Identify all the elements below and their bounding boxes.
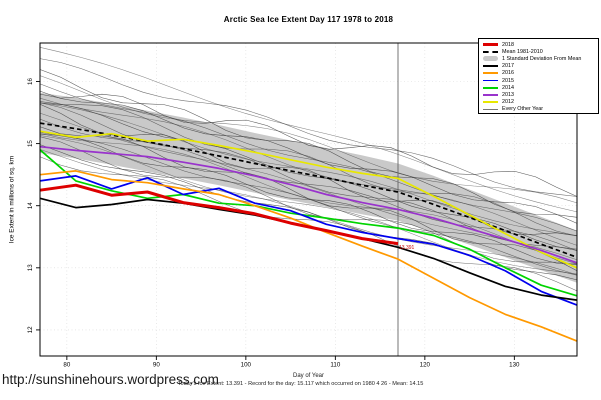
legend-label: Mean 1981-2010 bbox=[502, 48, 543, 55]
legend-item-every-other-year: Every Other Year bbox=[483, 106, 598, 113]
x-tick-label: 80 bbox=[63, 362, 70, 369]
footer-stats: Today's Ice Extent: 13.391 - Record for … bbox=[177, 381, 424, 387]
legend-item-1-standard-deviation-from-mean: 1 Standard Deviation From Mean bbox=[483, 55, 598, 62]
legend-swatch-icon bbox=[483, 86, 498, 89]
legend-label: Every Other Year bbox=[502, 106, 544, 113]
x-tick-label: 130 bbox=[509, 362, 520, 369]
legend-label: 2018 bbox=[502, 41, 514, 48]
background-year-line bbox=[39, 132, 578, 276]
legend-item-2012: 2012 bbox=[483, 99, 598, 106]
series-line-2018 bbox=[39, 183, 399, 246]
legend-swatch-icon bbox=[483, 50, 498, 53]
background-year-line bbox=[39, 102, 578, 236]
legend-item-2018: 2018 bbox=[483, 41, 598, 48]
y-tick-label: 14 bbox=[27, 202, 34, 209]
background-year-line bbox=[39, 112, 578, 260]
current-extent-annotation: 13.391 bbox=[399, 245, 415, 251]
x-axis-label: Day of Year bbox=[292, 373, 325, 379]
legend-label: 2017 bbox=[502, 63, 514, 70]
legend-swatch-icon bbox=[483, 72, 498, 75]
background-year-line bbox=[39, 136, 578, 265]
chart-legend: 2018 Mean 1981-2010 1 Standard Deviation F… bbox=[478, 38, 599, 114]
legend-item-mean-1981-2010: Mean 1981-2010 bbox=[483, 48, 598, 55]
background-year-line bbox=[39, 83, 578, 232]
y-tick-label: 16 bbox=[27, 78, 34, 85]
background-year-line bbox=[39, 58, 578, 197]
legend-item-2017: 2017 bbox=[483, 63, 598, 70]
series-line-2015 bbox=[39, 175, 578, 306]
background-year-line bbox=[39, 135, 578, 275]
y-axis-label: Ice Extent in millions of sq. km bbox=[8, 155, 16, 244]
legend-item-2016: 2016 bbox=[483, 70, 598, 77]
legend-item-2013: 2013 bbox=[483, 91, 598, 98]
legend-swatch-icon bbox=[483, 56, 498, 62]
legend-swatch-icon bbox=[483, 108, 498, 110]
legend-label: 2012 bbox=[502, 99, 514, 106]
chart-title: Arctic Sea Ice Extent Day 117 1978 to 20… bbox=[223, 15, 394, 24]
background-year-line bbox=[39, 97, 578, 246]
x-tick-label: 90 bbox=[153, 362, 160, 369]
legend-swatch-icon bbox=[483, 65, 498, 68]
background-year-line bbox=[39, 75, 578, 204]
legend-swatch-icon bbox=[483, 94, 498, 96]
x-tick-label: 100 bbox=[241, 362, 252, 369]
y-tick-label: 13 bbox=[27, 264, 34, 271]
x-tick-label: 120 bbox=[420, 362, 431, 369]
background-year-line bbox=[39, 118, 578, 251]
background-year-line bbox=[39, 156, 578, 292]
background-year-line bbox=[39, 69, 578, 218]
background-year-line bbox=[39, 133, 578, 265]
series-line-2016 bbox=[39, 170, 578, 342]
site-url-watermark: http://sunshinehours.wordpress.com bbox=[2, 372, 219, 387]
legend-swatch-icon bbox=[483, 43, 498, 47]
background-year-line bbox=[39, 101, 578, 251]
legend-label: 2016 bbox=[502, 70, 514, 77]
legend-swatch-icon bbox=[483, 101, 498, 103]
series-line-2013 bbox=[39, 145, 578, 264]
legend-item-2014: 2014 bbox=[483, 84, 598, 91]
background-year-line bbox=[39, 134, 578, 266]
y-tick-label: 15 bbox=[27, 140, 34, 147]
legend-swatch-icon bbox=[483, 79, 498, 82]
y-tick-label: 12 bbox=[27, 326, 34, 333]
background-year-line bbox=[39, 102, 578, 237]
series-line-2012 bbox=[39, 130, 578, 269]
legend-item-2015: 2015 bbox=[483, 77, 598, 84]
background-year-line bbox=[39, 149, 578, 276]
legend-label: 1 Standard Deviation From Mean bbox=[502, 55, 582, 62]
legend-label: 2013 bbox=[502, 91, 514, 98]
legend-label: 2014 bbox=[502, 84, 514, 91]
plot-border bbox=[39, 42, 578, 357]
legend-label: 2015 bbox=[502, 77, 514, 84]
x-tick-label: 110 bbox=[330, 362, 340, 369]
background-year-line bbox=[39, 93, 578, 197]
